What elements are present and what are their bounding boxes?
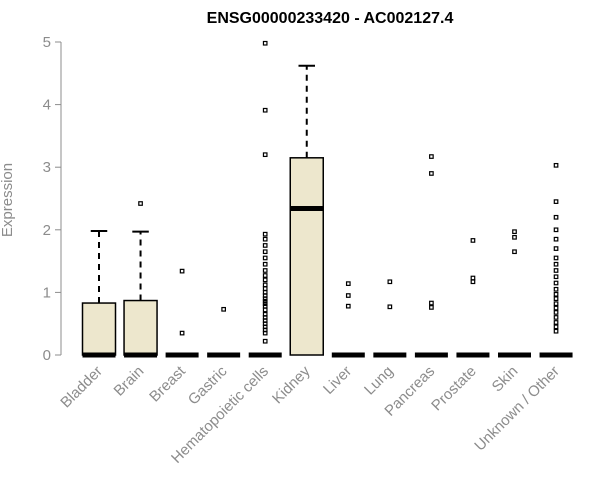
outlier-point: [138, 201, 143, 206]
outlier-point: [553, 261, 559, 267]
outlier-point: [262, 249, 268, 255]
box-group: [373, 279, 407, 358]
x-tick-label: Liver: [320, 363, 355, 398]
outlier-point: [262, 301, 268, 307]
x-tick-label: Skin: [489, 363, 522, 396]
x-tick-label: Kidney: [269, 362, 314, 407]
box-group: [123, 201, 158, 358]
chart-title: ENSG00000233420 - AC002127.4: [207, 10, 454, 27]
outlier-point: [553, 324, 559, 330]
outlier-point: [221, 306, 226, 312]
y-axis: 0 1 2 3 4 5: [43, 34, 62, 364]
outlier-point: [553, 320, 559, 325]
outlier-point: [345, 303, 351, 309]
outlier-point: [553, 310, 559, 315]
outlier-point: [470, 238, 476, 243]
outlier-point: [553, 268, 559, 273]
outlier-point: [262, 273, 268, 278]
outlier-point: [262, 40, 268, 46]
outlier-point: [553, 214, 559, 220]
outlier-point: [512, 234, 517, 240]
outlier-point: [262, 298, 268, 304]
box-iqr: [81, 302, 117, 356]
box-group: [539, 162, 573, 358]
outlier-point: [553, 162, 559, 168]
outlier-point: [262, 231, 268, 237]
box-group: [248, 40, 282, 358]
outlier-point: [262, 261, 268, 267]
outlier-point: [179, 268, 185, 274]
outlier-point: [553, 255, 559, 261]
outlier-point: [553, 305, 559, 311]
y-tick-label: 4: [43, 97, 51, 114]
x-tick-label: Prostate: [428, 363, 480, 415]
box-group: [207, 306, 241, 358]
box-group: [456, 238, 490, 358]
outlier-point: [429, 305, 434, 310]
outlier-point: [553, 246, 559, 251]
y-tick-label: 1: [43, 284, 51, 301]
x-tick-label: Breast: [146, 362, 189, 405]
box-group: [81, 230, 117, 358]
outlier-point: [262, 255, 268, 261]
outlier-point: [387, 279, 393, 285]
outlier-point: [553, 236, 559, 242]
box-group: [414, 154, 448, 358]
outlier-point: [262, 290, 268, 295]
y-tick-label: 5: [43, 34, 51, 51]
outlier-point: [553, 328, 559, 334]
outlier-point: [345, 293, 351, 298]
y-tick-label: 0: [43, 347, 51, 364]
outlier-point: [262, 307, 268, 313]
outlier-point: [262, 282, 268, 288]
outlier-point: [262, 107, 268, 113]
outlier-point: [262, 152, 268, 158]
y-tick-label: 3: [43, 159, 51, 176]
box-iqr: [123, 299, 158, 356]
box-group: [331, 281, 365, 358]
outlier-point: [429, 154, 434, 159]
boxes-layer: [81, 40, 573, 358]
outlier-point: [262, 303, 268, 309]
outlier-point: [553, 286, 559, 292]
outlier-point: [512, 249, 517, 255]
y-tick-label: 2: [43, 222, 51, 239]
outlier-point: [470, 279, 476, 285]
outlier-point: [553, 199, 559, 204]
outlier-point: [429, 300, 434, 306]
outlier-point: [553, 291, 559, 297]
outlier-point: [262, 243, 268, 248]
outlier-point: [553, 274, 559, 280]
x-tick-label: Lung: [361, 363, 397, 399]
outlier-point: [262, 311, 268, 317]
outlier-point: [553, 315, 559, 320]
x-tick-label: Bladder: [57, 363, 106, 412]
box-group: [165, 268, 199, 358]
outlier-point: [262, 268, 268, 273]
outlier-point: [553, 296, 559, 302]
outlier-point: [179, 330, 185, 336]
outlier-point: [262, 338, 268, 344]
outlier-point: [470, 275, 476, 281]
outlier-point: [429, 171, 434, 176]
outlier-point: [553, 227, 559, 233]
x-tick-label: Brain: [111, 363, 148, 400]
y-axis-label: Expression: [0, 163, 16, 237]
box-group: [498, 229, 531, 358]
outlier-point: [262, 286, 268, 291]
outlier-point: [262, 277, 268, 283]
box-iqr: [289, 157, 324, 356]
outlier-point: [553, 280, 559, 286]
box-group: [289, 64, 324, 356]
outlier-point: [512, 229, 517, 235]
outlier-point: [553, 301, 559, 307]
outlier-point: [345, 281, 351, 286]
outlier-point: [387, 304, 393, 310]
outlier-point: [262, 236, 268, 242]
